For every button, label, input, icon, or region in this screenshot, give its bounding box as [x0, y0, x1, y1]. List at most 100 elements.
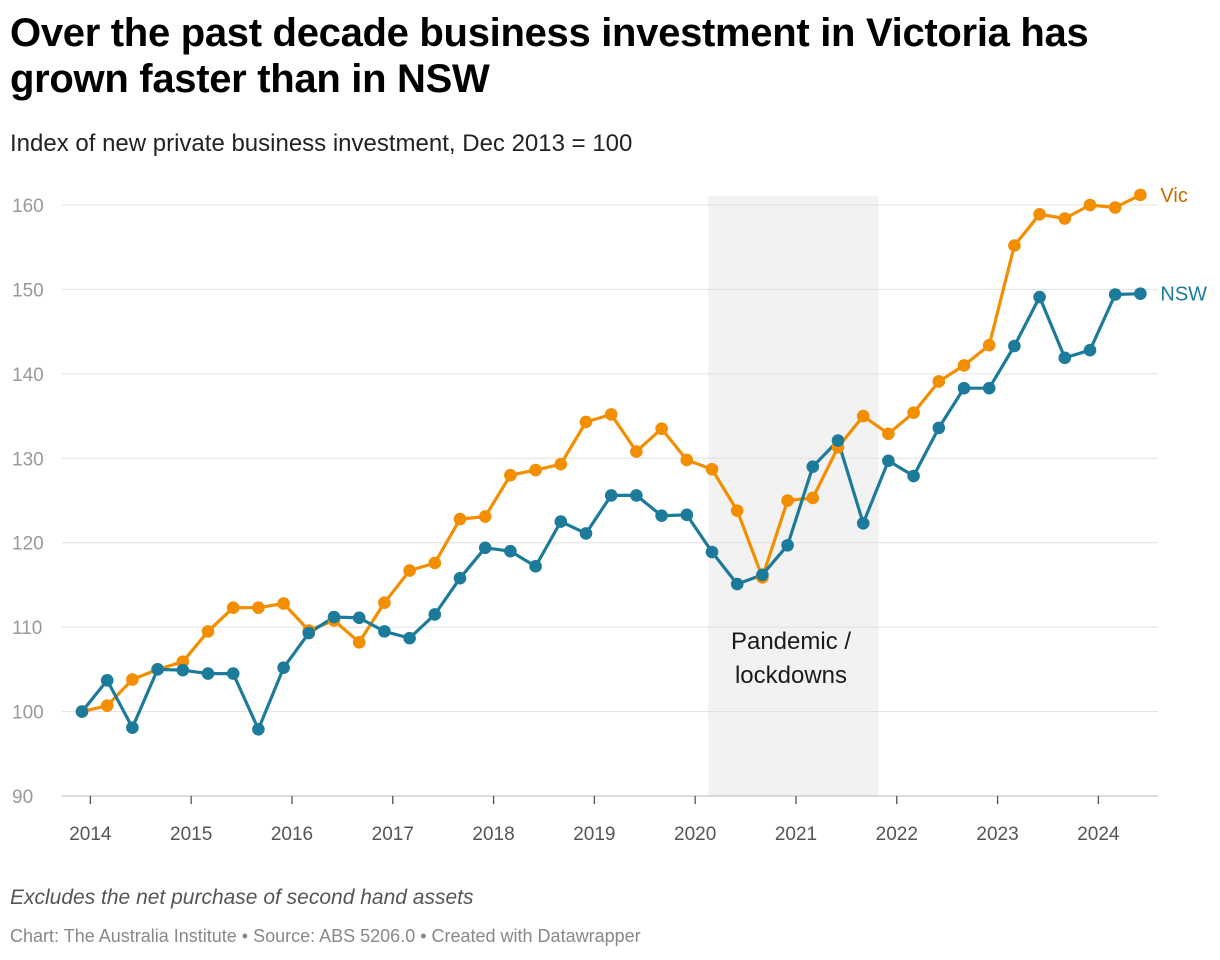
data-point-vic-8: [277, 597, 290, 610]
data-point-nsw-18: [529, 560, 542, 573]
chart-source: Chart: The Australia Institute • Source:…: [10, 926, 641, 946]
y-tick-label-120: 120: [12, 534, 44, 555]
data-point-nsw-14: [428, 608, 442, 621]
data-point-nsw-25: [705, 545, 719, 559]
series-label-nsw: NSW: [1160, 284, 1207, 306]
data-point-vic-15: [453, 512, 467, 526]
data-point-nsw-31: [856, 516, 870, 530]
y-tick-label-140: 140: [12, 365, 44, 386]
data-point-nsw-21: [604, 489, 618, 502]
data-point-vic-2: [126, 673, 139, 686]
data-point-nsw-5: [201, 667, 215, 680]
series-lines: [80, 193, 1142, 731]
data-point-vic-23: [655, 422, 668, 436]
y-tick-label-150: 150: [12, 280, 44, 301]
data-point-nsw-10: [327, 610, 341, 624]
data-point-vic-35: [957, 359, 971, 372]
data-point-vic-36: [982, 338, 996, 352]
data-point-vic-34: [932, 375, 946, 388]
x-tick-label-2018: 2018: [472, 824, 514, 845]
data-point-vic-6: [226, 601, 240, 615]
x-tick-label-2023: 2023: [976, 824, 1018, 845]
x-tick-label-2017: 2017: [372, 824, 414, 845]
data-point-nsw-3: [151, 663, 164, 676]
data-point-vic-20: [579, 415, 593, 429]
data-point-vic-26: [730, 504, 744, 517]
series-labels: Vic NSW: [1160, 185, 1207, 306]
data-point-nsw-20: [579, 527, 593, 540]
data-point-vic-37: [1008, 239, 1021, 252]
data-point-nsw-36: [982, 381, 996, 395]
data-point-nsw-34: [932, 421, 946, 435]
x-tick-label-2021: 2021: [775, 824, 817, 845]
data-point-vic-32: [882, 427, 895, 441]
data-point-vic-29: [806, 491, 820, 505]
y-tick-label-90: 90: [12, 787, 33, 808]
chart-subtitle: Index of new private business investment…: [10, 130, 633, 157]
data-point-vic-17: [504, 468, 517, 482]
data-point-nsw-33: [907, 469, 920, 483]
data-point-nsw-7: [252, 723, 265, 736]
x-tick-label-2016: 2016: [271, 824, 313, 845]
data-point-vic-28: [781, 494, 794, 507]
data-point-nsw-32: [882, 454, 895, 468]
chart-title: Over the past decade business investment…: [10, 11, 1089, 101]
data-point-nsw-37: [1008, 339, 1021, 353]
y-tick-label-110: 110: [12, 618, 42, 639]
data-point-nsw-4: [176, 663, 190, 677]
data-point-vic-11: [352, 636, 366, 649]
data-point-vic-14: [428, 556, 442, 570]
x-tick-label-2020: 2020: [674, 824, 716, 845]
data-point-nsw-42: [1134, 287, 1147, 300]
data-point-nsw-15: [453, 571, 467, 585]
chart-notes: Excludes the net purchase of second hand…: [10, 886, 474, 909]
data-point-nsw-38: [1033, 290, 1046, 304]
data-point-nsw-6: [226, 667, 240, 680]
data-point-nsw-40: [1083, 343, 1097, 357]
shade-label-line2: lockdowns: [735, 662, 847, 689]
data-point-vic-18: [529, 463, 542, 477]
data-point-nsw-29: [806, 460, 820, 474]
x-tick-label-2015: 2015: [170, 824, 212, 845]
x-axis: 2014 2015 2016 2017 2018 2019 2020 2021 2022 2023…: [69, 796, 1120, 845]
series-label-vic: Vic: [1160, 185, 1187, 207]
data-point-nsw-8: [277, 661, 290, 674]
data-point-vic-16: [478, 510, 492, 523]
data-point-vic-12: [378, 596, 391, 609]
data-point-vic-7: [252, 601, 265, 615]
series-line-vic: [81, 193, 1142, 714]
data-point-vic-25: [705, 462, 719, 476]
pandemic-shade: [708, 196, 879, 796]
data-point-nsw-26: [730, 577, 744, 591]
data-point-nsw-13: [403, 631, 416, 645]
data-point-nsw-9: [302, 626, 316, 640]
data-point-nsw-17: [504, 544, 517, 558]
data-point-nsw-30: [831, 434, 845, 447]
data-point-nsw-27: [756, 568, 769, 582]
data-point-vic-42: [1134, 188, 1147, 202]
data-point-nsw-11: [352, 611, 366, 625]
data-point-nsw-1: [100, 674, 114, 687]
series-points: [75, 188, 1147, 736]
x-tick-label-2024: 2024: [1077, 824, 1120, 845]
data-point-vic-21: [604, 408, 618, 421]
data-point-vic-24: [680, 453, 694, 467]
data-point-vic-13: [403, 564, 416, 577]
data-point-vic-38: [1033, 207, 1046, 221]
data-point-nsw-24: [680, 508, 694, 522]
x-tick-label-2022: 2022: [876, 824, 918, 845]
x-tick-label-2019: 2019: [573, 824, 615, 845]
data-point-nsw-39: [1058, 351, 1072, 365]
y-tick-label-130: 130: [12, 449, 44, 470]
data-point-nsw-23: [655, 509, 668, 522]
data-point-nsw-2: [126, 721, 139, 734]
data-point-vic-1: [100, 699, 114, 712]
data-point-vic-41: [1108, 201, 1122, 214]
y-tick-label-100: 100: [12, 703, 44, 724]
data-point-vic-19: [554, 457, 568, 471]
x-tick-label-2014: 2014: [69, 824, 112, 845]
gridlines: [62, 204, 1158, 797]
data-point-nsw-28: [781, 538, 794, 552]
data-point-nsw-0: [75, 705, 89, 718]
series-line-nsw: [80, 292, 1141, 731]
